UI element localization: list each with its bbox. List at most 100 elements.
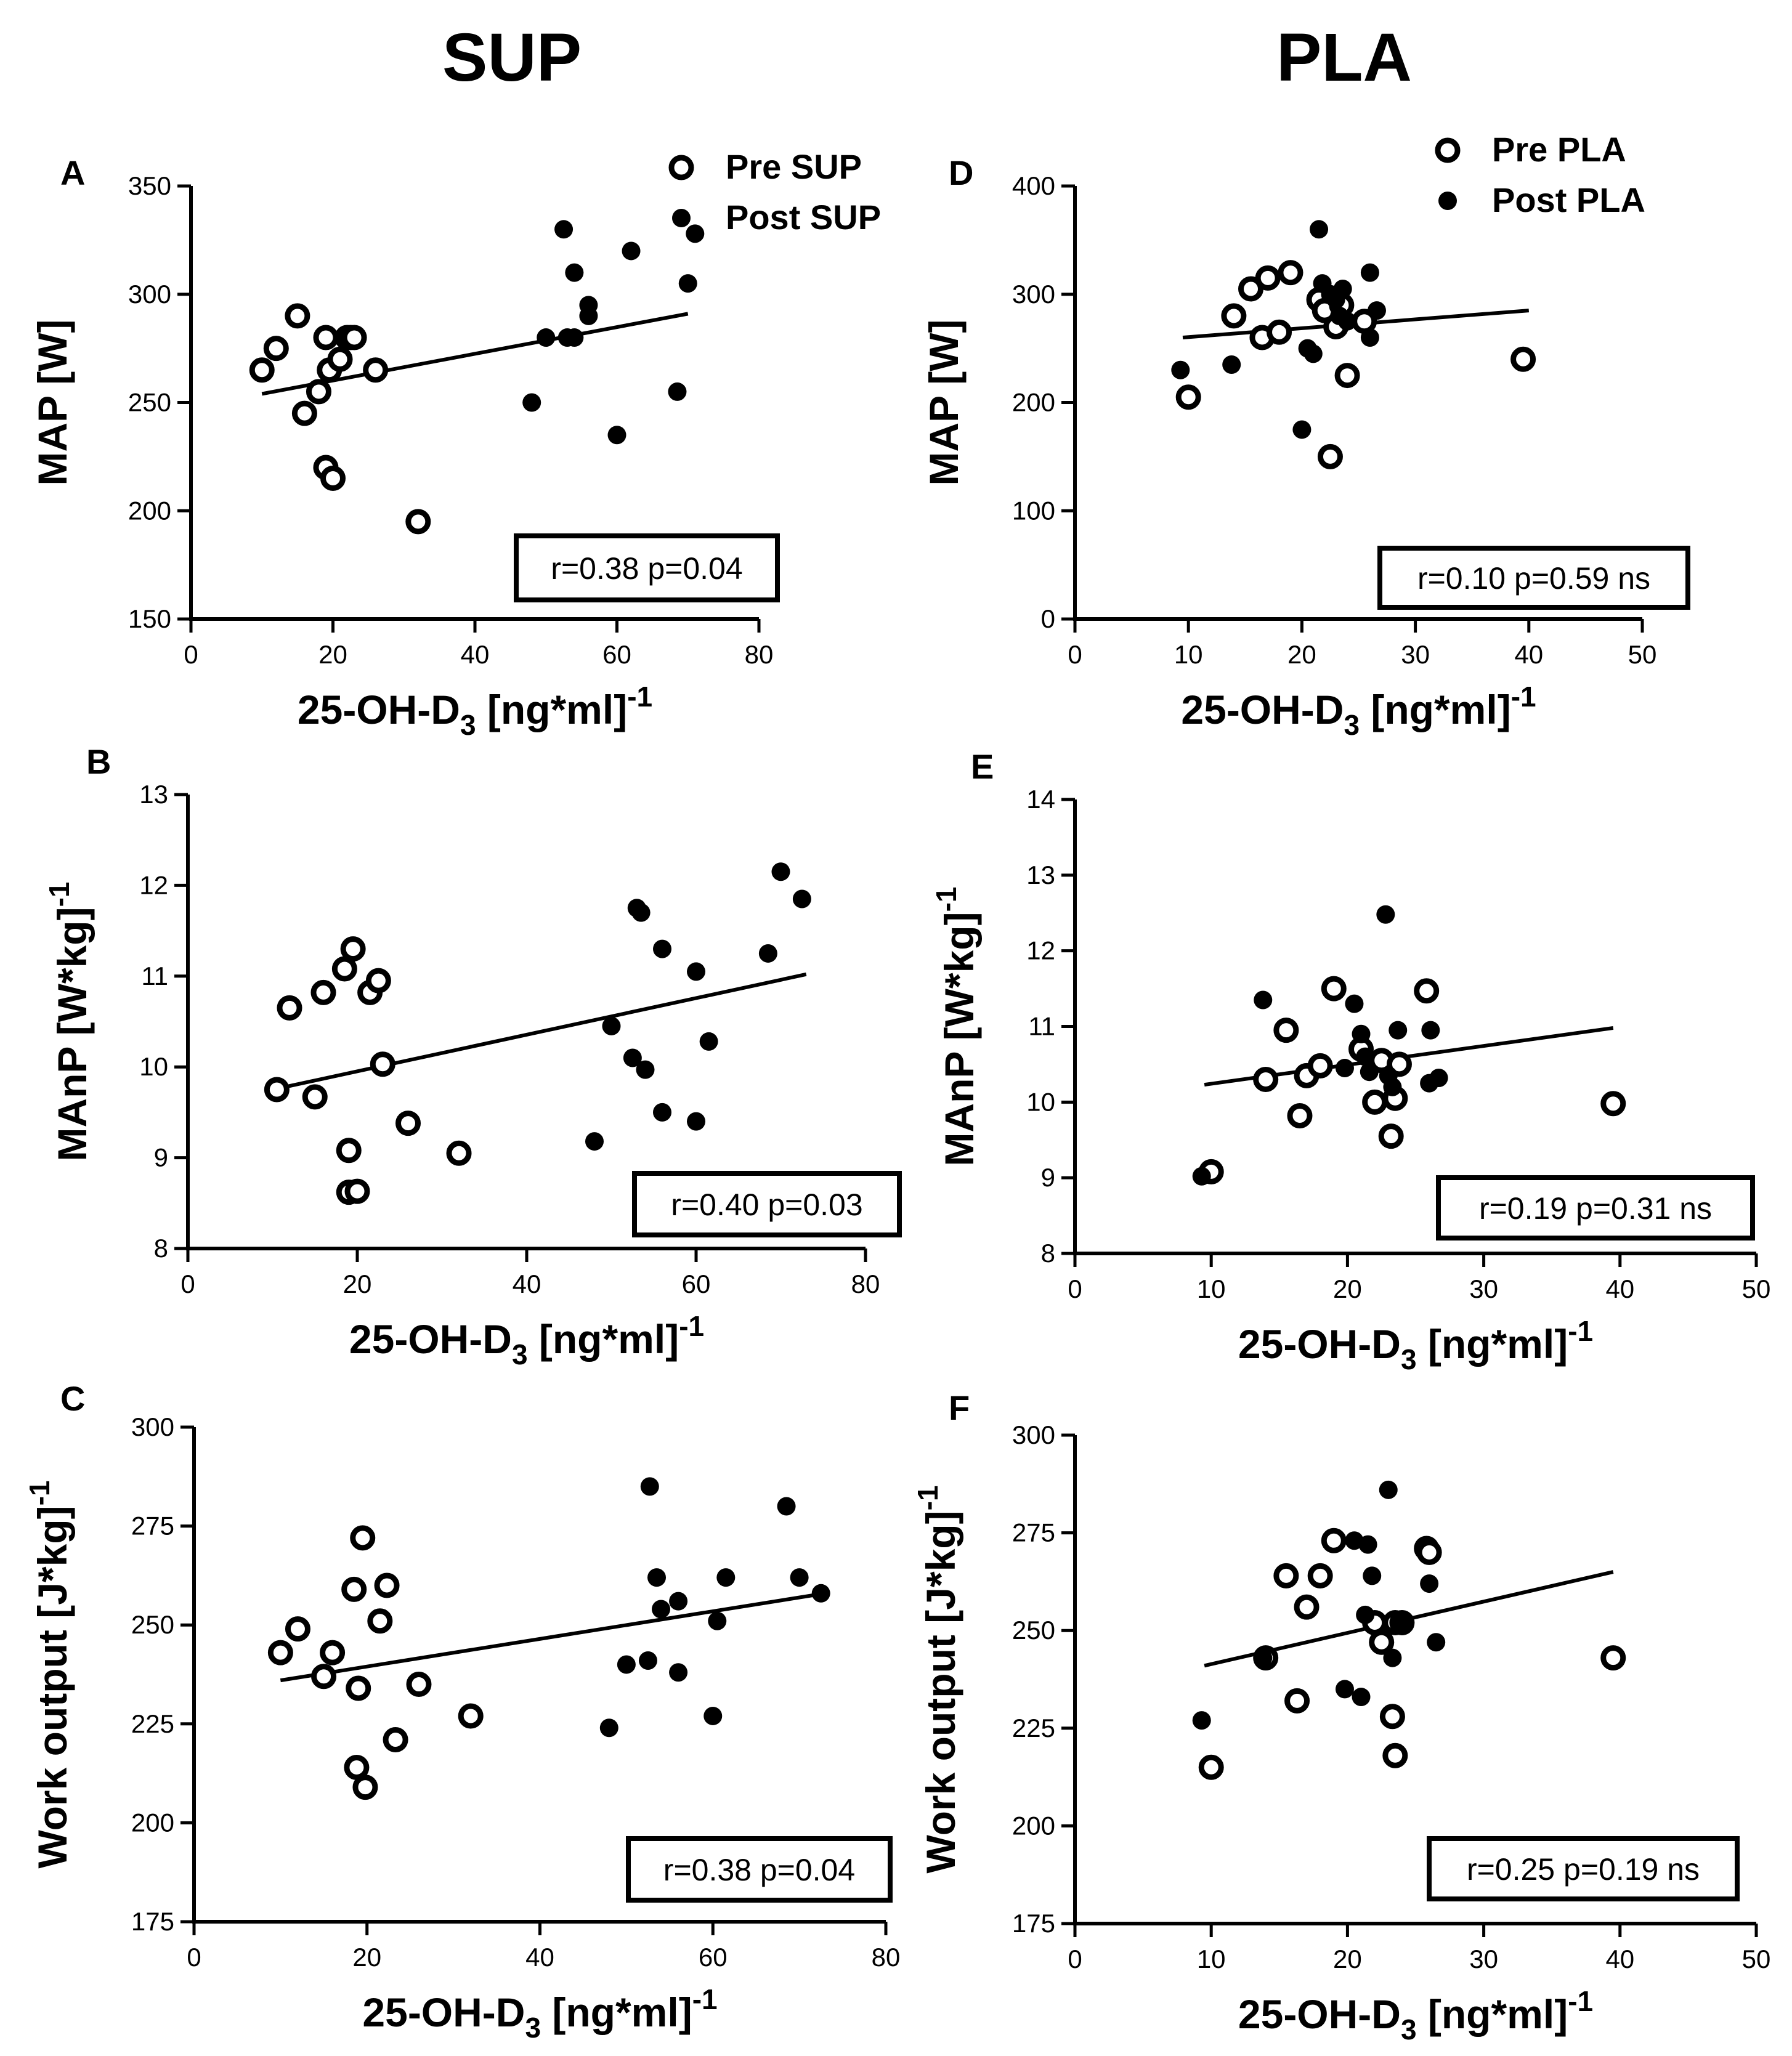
point-post	[1383, 1077, 1402, 1096]
point-pre	[1321, 976, 1347, 1002]
y-tick-label: 12	[1026, 936, 1055, 965]
column-title-pla: PLA	[1276, 20, 1412, 95]
panel-F: 175 200 225 250 275 300 0 10 20 30 40 50 F 25-OH-D3 […	[912, 1388, 1770, 2046]
point-post	[1303, 344, 1323, 363]
point-pre	[341, 325, 367, 350]
x-tick-label: 80	[872, 1943, 901, 1972]
y-tick-label: 300	[131, 1412, 174, 1441]
x-tick-label: 50	[1742, 1274, 1771, 1303]
point-post	[1335, 1059, 1354, 1078]
x-axis-label-sup: -1	[1568, 1315, 1593, 1347]
point-post	[1192, 1167, 1211, 1186]
x-tick-label: 0	[1068, 1945, 1082, 1973]
point-post	[565, 263, 584, 282]
column-title-sup: SUP	[442, 20, 582, 95]
stat-text: r=0.40 p=0.03	[671, 1188, 862, 1222]
point-post	[631, 903, 651, 922]
point-pre	[344, 1178, 370, 1204]
y-tick-label: 13	[139, 780, 168, 809]
x-axis-label-sub: 3	[1401, 2014, 1417, 2046]
x-axis-label-sub: 3	[525, 2012, 541, 2044]
x-tick-label: 0	[1068, 640, 1082, 669]
point-pre	[306, 379, 331, 405]
x-tick-label: 30	[1469, 1274, 1498, 1303]
y-axis-label: Work output [J*kg]-1	[23, 1481, 75, 1869]
y-axis-label: MAnP [W*kg]-1	[930, 887, 982, 1167]
point-pre	[344, 1754, 370, 1780]
y-axis-label-main: Work output [J*kg]	[30, 1505, 75, 1868]
x-tick-label: 0	[180, 1269, 195, 1298]
x-tick-label: 0	[1068, 1274, 1082, 1303]
y-tick-label: 175	[131, 1907, 174, 1936]
point-post	[1379, 1480, 1398, 1499]
point-post	[1254, 990, 1273, 1010]
point-pre	[285, 303, 310, 329]
y-tick-label: 9	[1041, 1163, 1055, 1192]
y-tick-label: 350	[128, 171, 171, 200]
point-post	[1345, 994, 1364, 1013]
y-tick-label: 400	[1012, 171, 1055, 200]
y-tick-label: 150	[128, 604, 171, 633]
panel-label: F	[949, 1388, 970, 1427]
y-axis-label-main: MAnP [W*kg]	[936, 912, 982, 1166]
y-axis-label: MAP [W]	[921, 319, 967, 485]
y-axis-label: Work output [J*kg]-1	[912, 1486, 963, 1874]
point-pre	[1278, 260, 1303, 286]
point-pre	[1379, 1704, 1405, 1730]
point-post	[1360, 1062, 1379, 1082]
y-tick-label: 225	[131, 1709, 174, 1738]
point-post	[771, 862, 790, 881]
x-tick-label: 40	[525, 1943, 554, 1972]
x-axis-label-sub: 3	[460, 709, 476, 741]
point-post	[647, 1568, 667, 1587]
x-tick-label: 60	[682, 1269, 711, 1298]
point-pre	[267, 1640, 293, 1665]
point-post	[1360, 263, 1379, 282]
point-pre	[1307, 1053, 1333, 1079]
stat-text: r=0.25 p=0.19 ns	[1467, 1852, 1700, 1887]
x-tick-label: 20	[1287, 640, 1316, 669]
point-pre	[1273, 1018, 1299, 1043]
x-tick-label: 20	[352, 1943, 381, 1972]
point-post	[1254, 1648, 1273, 1667]
x-tick-label: 40	[1514, 640, 1543, 669]
point-post	[1192, 1711, 1211, 1730]
x-axis-label-sup: -1	[627, 681, 652, 713]
point-post	[1383, 1648, 1402, 1667]
stat-text: r=0.38 p=0.04	[551, 551, 742, 586]
point-post	[708, 1611, 727, 1630]
x-tick-label: 20	[1333, 1274, 1362, 1303]
y-axis-label-main: Work output [J*kg]	[918, 1510, 963, 1873]
point-post	[668, 382, 687, 401]
point-post	[579, 296, 598, 315]
point-pre	[1382, 1742, 1408, 1768]
point-pre	[405, 509, 431, 535]
x-axis-label-sup: -1	[679, 1310, 704, 1342]
legend-label: Pre SUP	[726, 147, 862, 186]
point-pre	[1273, 1563, 1299, 1589]
point-pre	[331, 956, 357, 982]
point-pre	[341, 1576, 367, 1602]
point-pre	[383, 1726, 408, 1752]
x-tick-label: 30	[1469, 1945, 1498, 1973]
point-post	[636, 1060, 655, 1079]
y-tick-label: 250	[131, 1610, 174, 1639]
point-pre	[1253, 1066, 1279, 1092]
y-axis-label-sup: -1	[912, 1486, 944, 1511]
x-axis-label-sup: -1	[1568, 1985, 1593, 2017]
y-axis-label-main: MAnP [W*kg]	[49, 907, 95, 1161]
x-tick-label: 40	[461, 640, 490, 669]
point-pre	[320, 1640, 346, 1665]
x-axis-label-sup: -1	[1511, 681, 1536, 713]
x-axis-label-main: 25-OH-D	[362, 1989, 525, 2035]
point-post	[1427, 1633, 1446, 1652]
point-pre	[263, 336, 289, 362]
point-pre	[1416, 1539, 1442, 1565]
y-tick-label: 250	[128, 388, 171, 417]
y-tick-label: 8	[154, 1234, 168, 1263]
point-post	[686, 224, 705, 243]
point-pre	[1294, 1594, 1320, 1620]
point-pre	[327, 346, 353, 372]
point-post	[703, 1706, 723, 1725]
